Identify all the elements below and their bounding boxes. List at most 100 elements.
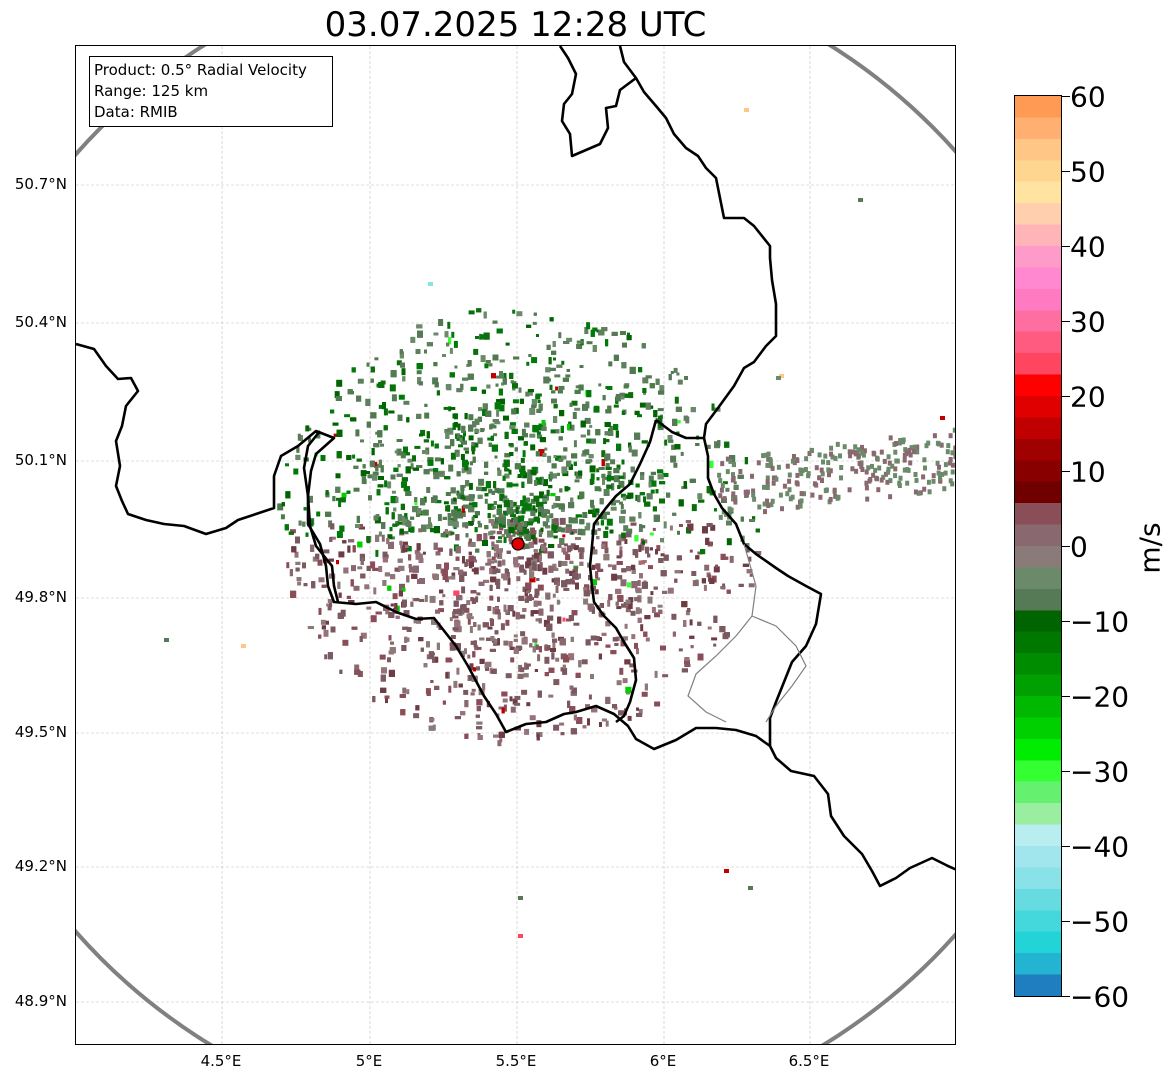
echo-pixel — [765, 462, 770, 468]
echo-pixel — [553, 455, 557, 459]
echo-pixel — [445, 657, 452, 663]
echo-pixel — [562, 534, 566, 538]
echo-pixel — [502, 698, 508, 703]
echo-pixel — [537, 506, 544, 512]
echo-pixel — [622, 496, 626, 501]
echo-pixel — [513, 520, 517, 527]
echo-pixel — [468, 482, 473, 490]
echo-pixel — [402, 376, 406, 382]
echo-pixel — [494, 421, 501, 425]
echo-pixel — [462, 522, 467, 528]
echo-pixel — [295, 561, 301, 565]
echo-pixel — [387, 481, 392, 489]
echo-pixel — [595, 636, 600, 641]
echo-pixel — [294, 551, 299, 558]
echo-pixel — [660, 538, 664, 543]
echo-pixel — [586, 438, 593, 444]
radar-site-marker[interactable] — [511, 537, 525, 551]
echo-pixel — [555, 503, 559, 508]
echo-pixel — [701, 578, 706, 584]
echo-pixel — [473, 667, 476, 672]
echo-pixel — [689, 549, 693, 553]
echo-pixel — [497, 596, 500, 602]
echo-pixel — [575, 537, 581, 540]
radar-map[interactable] — [75, 45, 956, 1045]
echo-pixel — [465, 495, 470, 501]
echo-pixel — [460, 485, 465, 491]
echo-pixel — [430, 718, 435, 721]
echo-pixel — [559, 517, 566, 525]
echo-pixel — [523, 441, 528, 446]
echo-pixel — [499, 371, 503, 379]
echo-pixel — [568, 517, 572, 524]
echo-pixel — [652, 506, 657, 512]
echo-pixel — [494, 568, 501, 573]
echo-pixel — [575, 385, 581, 389]
echo-pixel — [724, 869, 729, 873]
echo-pixel — [817, 475, 822, 481]
echo-pixel — [625, 533, 632, 538]
echo-pixel — [724, 441, 730, 448]
echo-pixel — [613, 404, 619, 408]
echo-pixel — [438, 471, 444, 475]
echo-pixel — [902, 452, 907, 458]
echo-pixel — [342, 639, 349, 646]
echo-pixel — [617, 595, 624, 602]
echo-pixel — [280, 514, 285, 520]
echo-pixel — [660, 645, 666, 651]
echo-pixel — [942, 486, 947, 492]
echo-pixel — [629, 663, 635, 668]
echo-pixel — [480, 487, 487, 492]
echo-pixel — [470, 640, 475, 645]
echo-pixel — [835, 441, 840, 447]
echo-pixel — [443, 531, 449, 538]
echo-pixel — [560, 425, 564, 433]
echo-pixel — [650, 489, 655, 494]
echo-pixel — [591, 564, 595, 570]
echo-pixel — [392, 593, 398, 600]
echo-pixel — [530, 444, 536, 451]
echo-pixel — [366, 565, 371, 571]
echo-pixel — [641, 440, 648, 444]
echo-pixel — [657, 469, 664, 474]
echo-pixel — [662, 473, 669, 477]
echo-pixel — [636, 713, 643, 717]
echo-pixel — [575, 573, 581, 579]
echo-pixel — [488, 531, 494, 536]
echo-pixel — [457, 492, 461, 499]
echo-pixel — [571, 453, 578, 459]
echo-pixel — [598, 329, 605, 336]
echo-pixel — [632, 549, 638, 556]
echo-pixel — [684, 659, 690, 664]
echo-pixel — [746, 569, 753, 574]
echo-pixel — [856, 447, 861, 453]
echo-pixel — [685, 610, 690, 616]
echo-pixel — [549, 513, 554, 519]
echo-pixel — [415, 705, 420, 711]
echo-pixel — [950, 481, 955, 487]
echo-pixel — [505, 342, 510, 346]
echo-pixel — [385, 507, 389, 515]
echo-pixel — [470, 597, 474, 602]
echo-pixel — [579, 552, 583, 559]
colorbar-label: −20 — [1070, 680, 1130, 714]
echo-pixel — [400, 709, 406, 716]
echo-pixel — [885, 479, 890, 485]
echo-pixel — [529, 407, 536, 415]
echo-pixel — [463, 504, 469, 509]
echo-pixel — [497, 560, 502, 567]
echo-pixel — [648, 475, 654, 482]
echo-pixel — [641, 343, 646, 349]
echo-pixel — [538, 449, 545, 457]
echo-pixel — [471, 442, 475, 447]
echo-pixel — [356, 515, 360, 523]
echo-pixel — [535, 618, 539, 622]
echo-pixel — [389, 527, 393, 532]
echo-pixel — [469, 498, 475, 502]
echo-pixel — [497, 612, 501, 620]
echo-pixel — [605, 466, 612, 470]
echo-pixel — [887, 460, 892, 466]
echo-pixel — [285, 463, 289, 467]
echo-pixel — [862, 448, 867, 454]
echo-pixel — [576, 340, 583, 344]
